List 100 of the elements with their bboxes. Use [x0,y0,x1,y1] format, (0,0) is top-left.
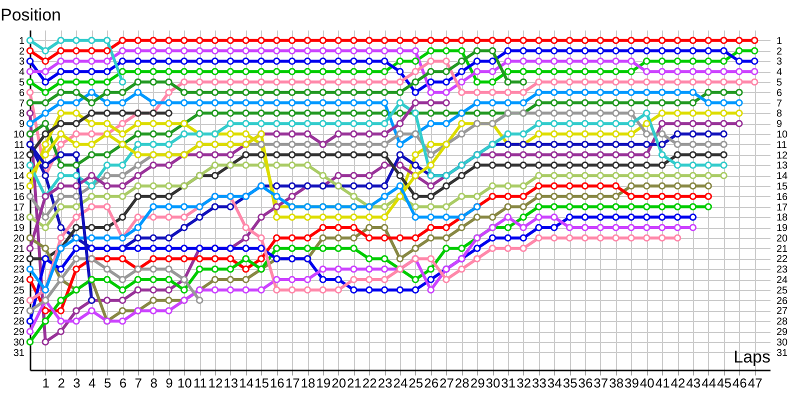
y2-tick-label: 31 [776,348,788,359]
x-tick-label: 37 [594,376,608,390]
x-tick-label: 36 [578,376,593,390]
y-tick-label: 22 [13,254,25,266]
x-tick-label: 6 [119,376,127,390]
y-tick-label: 19 [13,223,25,234]
y2-tick-label: 2 [776,46,782,58]
y2-tick-label: 26 [776,296,788,307]
y-tick-label: 2 [18,46,25,58]
x-tick-label: 16 [270,376,284,390]
x-tick-label: 13 [224,376,238,390]
x-tick-label: 44 [702,376,716,390]
x-tick-label: 10 [177,376,192,390]
x-tick-label: 31 [501,376,516,390]
y-tick-label: 13 [13,160,25,172]
y-tick-label: 4 [18,67,25,78]
y2-tick-label: 27 [776,306,788,318]
y2-tick-label: 5 [776,77,782,88]
x-tick-label: 19 [316,376,331,390]
x-tick-label: 5 [104,376,112,390]
x-tick-label: 43 [686,376,701,390]
y2-tick-label: 24 [776,275,788,286]
x-tick-label: 30 [486,376,500,390]
x-tick-label: 24 [393,376,408,390]
y2-tick-label: 16 [776,192,788,203]
x-tick-label: 27 [440,376,454,390]
y-tick-label: 12 [13,150,25,162]
x-tick-label: 22 [362,376,377,390]
y-tick-label: 17 [13,202,25,214]
x-tick-label: 28 [454,376,470,390]
y-tick-label: 18 [13,212,25,224]
x-tick-label: 9 [166,376,173,390]
y2-tick-label: 18 [776,212,788,224]
y2-tick-label: 15 [776,181,788,192]
y2-tick-label: 11 [776,140,788,151]
y-tick-label: 3 [18,56,25,68]
x-tick-label: 8 [150,376,158,390]
x-tick-label: 7 [134,376,142,390]
y2-tick-label: 13 [776,160,788,172]
x-tick-label: 11 [193,376,207,390]
y-tick-label: 15 [13,181,25,192]
y2-tick-label: 30 [776,337,788,348]
y-tick-label: 28 [13,316,25,328]
y-tick-label: 24 [13,275,25,286]
y2-tick-label: 19 [776,223,788,234]
x-tick-label: 47 [748,376,762,390]
x-tick-label: 42 [670,376,686,390]
y2-tick-label: 21 [776,244,788,255]
y-tick-label: 30 [13,337,25,348]
x-tick-label: 3 [73,376,80,390]
x-tick-label: 33 [532,376,546,390]
y2-tick-label: 10 [776,129,788,140]
y2-tick-label: 3 [776,56,782,68]
y2-tick-label: 6 [776,88,782,99]
y-tick-label: 5 [18,77,25,88]
y-tick-label: 26 [13,296,25,307]
x-tick-label: 39 [624,376,639,390]
x-tick-label: 12 [208,376,223,390]
y-tick-label: 8 [18,108,25,120]
y-tick-label: 1 [18,36,25,47]
x-tick-label: 29 [470,376,485,390]
y2-tick-label: 1 [776,36,782,47]
y2-tick-label: 14 [776,171,788,182]
y-tick-label: 21 [13,244,25,255]
y-tick-label: 31 [13,348,25,359]
x-tick-label: 1 [42,376,50,390]
y-tick-label: 27 [13,306,25,318]
y2-tick-label: 25 [776,285,788,296]
x-tick-label: 34 [547,376,562,390]
y-tick-label: 14 [13,171,25,182]
x-tick-label: 32 [516,376,532,390]
x-tick-label: 35 [562,376,578,390]
x-tick-label: 14 [239,376,254,390]
x-tick-label: 18 [300,376,316,390]
y2-tick-label: 28 [776,316,788,328]
x-tick-label: 23 [378,376,392,390]
x-tick-label: 46 [732,376,747,390]
y-tick-label: 20 [13,233,25,244]
x-axis-title: Laps [734,348,770,366]
y-axis-title: Position [0,6,61,24]
x-tick-label: 41 [655,376,670,390]
y-tick-label: 16 [13,192,25,203]
x-tick-label: 21 [347,376,362,390]
x-tick-label: 45 [717,376,732,390]
y2-tick-label: 29 [776,327,788,338]
y-tick-label: 7 [18,98,25,110]
x-tick-label: 2 [58,376,65,390]
y2-tick-label: 17 [776,202,788,214]
x-tick-label: 15 [254,376,269,390]
y-tick-label: 6 [18,88,25,99]
y2-tick-label: 12 [776,150,788,162]
y2-tick-label: 23 [776,264,788,276]
x-tick-label: 26 [424,376,439,390]
y2-tick-label: 8 [776,108,782,120]
y-tick-label: 11 [14,140,25,151]
y2-tick-label: 7 [776,98,782,110]
x-tick-label: 20 [332,376,346,390]
y2-tick-label: 20 [776,233,788,244]
x-tick-label: 25 [408,376,424,390]
x-tick-label: 17 [285,376,300,390]
